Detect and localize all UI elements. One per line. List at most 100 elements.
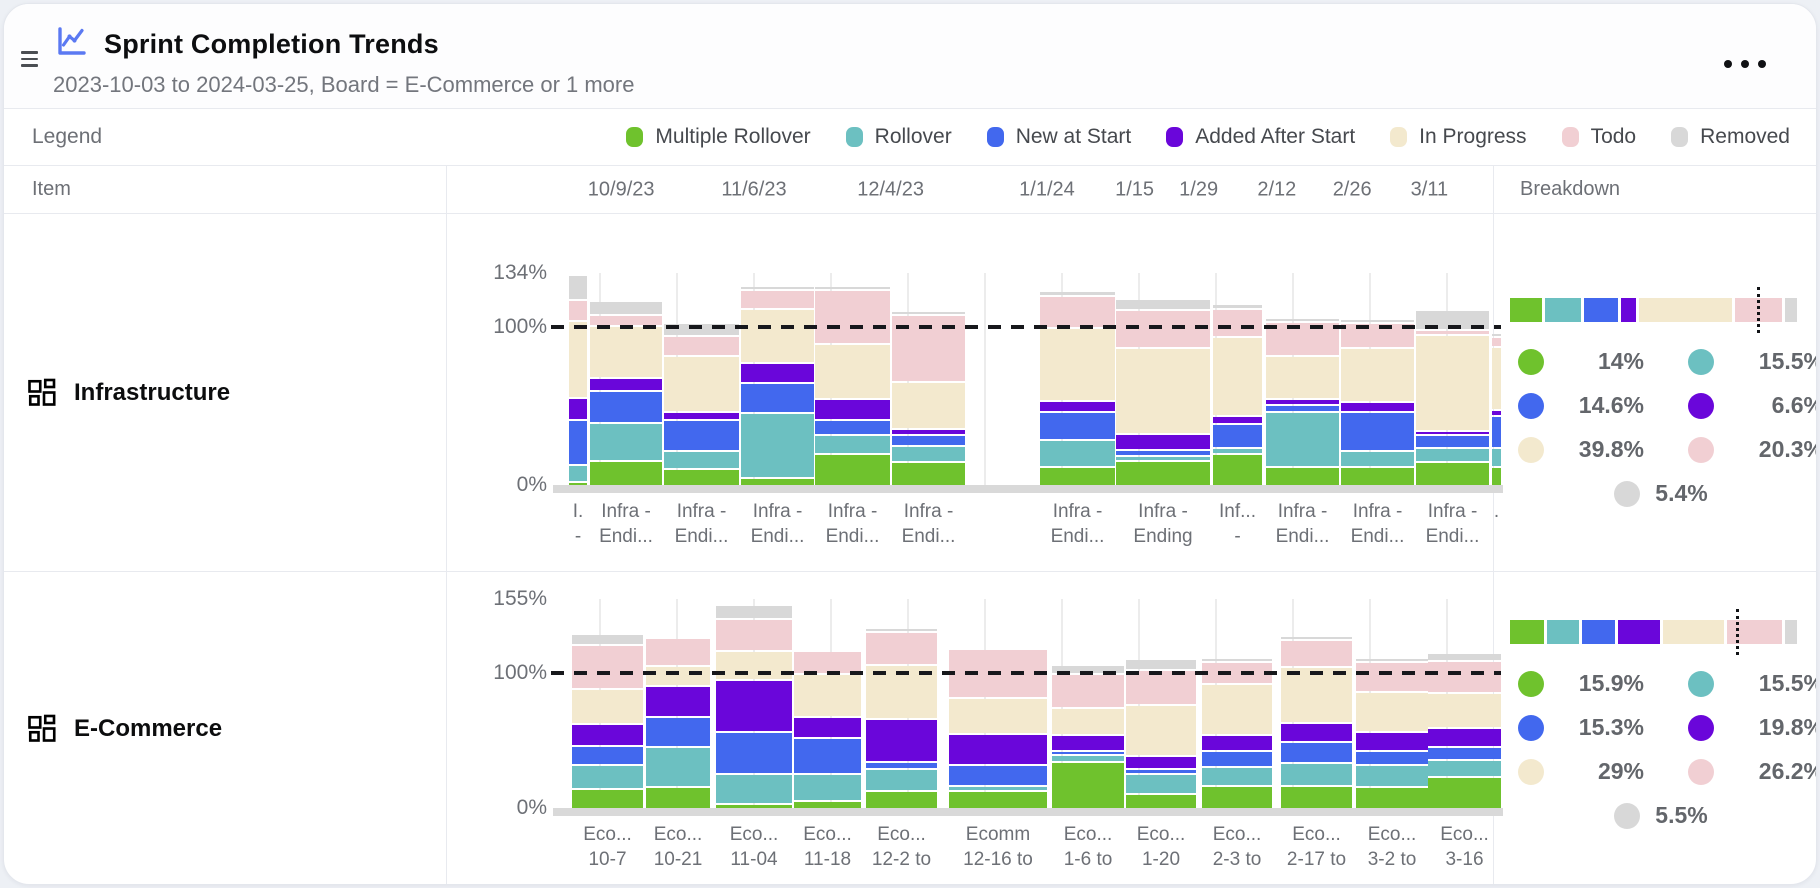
- bar-segment-new_at_start[interactable]: [1356, 752, 1428, 764]
- bar-segment-rollover[interactable]: [1116, 456, 1210, 460]
- bar-segment-multiple_rollover[interactable]: [572, 789, 643, 808]
- legend-item-multiple_rollover[interactable]: Multiple Rollover: [626, 125, 811, 149]
- bar-segment-added_after_start[interactable]: [1281, 723, 1352, 741]
- bar-segment-in_progress[interactable]: [815, 344, 890, 398]
- sprint-bar[interactable]: [572, 634, 643, 808]
- sprint-bar[interactable]: [866, 629, 937, 808]
- bar-segment-removed[interactable]: [1040, 292, 1115, 296]
- bar-segment-new_at_start[interactable]: [1052, 752, 1124, 755]
- bar-segment-multiple_rollover[interactable]: [1281, 787, 1352, 808]
- sprint-bar[interactable]: [794, 652, 861, 808]
- bar-segment-todo[interactable]: [866, 633, 937, 664]
- bar-segment-todo[interactable]: [590, 316, 662, 326]
- bar-segment-in_progress[interactable]: [1416, 335, 1489, 431]
- bar-segment-in_progress[interactable]: [1281, 668, 1352, 722]
- bar-segment-removed[interactable]: [815, 286, 890, 289]
- bar-segment-rollover[interactable]: [1341, 452, 1414, 467]
- sprint-bar[interactable]: [1341, 320, 1414, 485]
- bar-segment-added_after_start[interactable]: [949, 734, 1047, 764]
- legend-item-rollover[interactable]: Rollover: [845, 125, 952, 149]
- bar-segment-multiple_rollover[interactable]: [815, 455, 890, 485]
- bar-segment-added_after_start[interactable]: [572, 725, 643, 745]
- bar-segment-rollover[interactable]: [1416, 449, 1489, 462]
- legend-item-todo[interactable]: Todo: [1561, 125, 1636, 149]
- bar-segment-added_after_start[interactable]: [569, 399, 587, 420]
- sprint-bar[interactable]: [815, 286, 890, 485]
- bar-segment-added_after_start[interactable]: [1116, 434, 1210, 449]
- bar-segment-multiple_rollover[interactable]: [1116, 461, 1210, 485]
- bar-segment-todo[interactable]: [572, 645, 643, 689]
- bar-segment-new_at_start[interactable]: [794, 738, 861, 773]
- bar-segment-removed[interactable]: [1116, 300, 1210, 310]
- hamburger-menu-icon[interactable]: [21, 51, 38, 67]
- bar-segment-rollover[interactable]: [715, 774, 792, 803]
- bar-segment-added_after_start[interactable]: [646, 687, 710, 717]
- bar-segment-in_progress[interactable]: [572, 690, 643, 724]
- bar-segment-multiple_rollover[interactable]: [1266, 468, 1339, 485]
- bar-segment-rollover[interactable]: [794, 774, 861, 800]
- bar-segment-in_progress[interactable]: [1266, 357, 1339, 398]
- sprint-bar[interactable]: [1126, 660, 1196, 808]
- bar-segment-rollover[interactable]: [1213, 449, 1262, 454]
- bar-segment-multiple_rollover[interactable]: [1341, 468, 1414, 485]
- bar-segment-removed[interactable]: [590, 301, 662, 315]
- bar-segment-added_after_start[interactable]: [892, 430, 965, 435]
- bar-segment-removed[interactable]: [1266, 318, 1339, 321]
- bar-segment-todo[interactable]: [741, 290, 814, 308]
- bar-segment-multiple_rollover[interactable]: [1428, 777, 1501, 808]
- bar-segment-todo[interactable]: [815, 290, 890, 343]
- sprint-bar[interactable]: [741, 286, 814, 485]
- bar-segment-removed[interactable]: [1492, 334, 1501, 337]
- bar-segment-removed[interactable]: [741, 286, 814, 289]
- bar-segment-in_progress[interactable]: [1341, 349, 1414, 402]
- sprint-bar[interactable]: [1266, 318, 1339, 485]
- bar-segment-removed[interactable]: [1356, 659, 1428, 662]
- bar-segment-new_at_start[interactable]: [1266, 406, 1339, 411]
- sprint-bar[interactable]: [1416, 310, 1489, 485]
- bar-segment-removed[interactable]: [1428, 653, 1501, 660]
- sprint-bar[interactable]: [892, 312, 965, 485]
- bar-segment-new_at_start[interactable]: [1416, 436, 1489, 448]
- bar-segment-added_after_start[interactable]: [715, 680, 792, 732]
- bar-segment-rollover[interactable]: [815, 436, 890, 454]
- bar-segment-added_after_start[interactable]: [1356, 733, 1428, 751]
- sprint-bar[interactable]: [1281, 637, 1352, 808]
- bar-segment-new_at_start[interactable]: [1428, 748, 1501, 760]
- bar-segment-todo[interactable]: [664, 336, 739, 356]
- bar-segment-new_at_start[interactable]: [1492, 417, 1501, 448]
- bar-segment-new_at_start[interactable]: [664, 420, 739, 451]
- bar-segment-removed[interactable]: [569, 275, 587, 300]
- sprint-bar[interactable]: [1356, 659, 1428, 808]
- bar-segment-multiple_rollover[interactable]: [741, 479, 814, 485]
- sprint-bar[interactable]: [590, 301, 662, 485]
- bar-segment-in_progress[interactable]: [664, 357, 739, 411]
- bar-segment-removed[interactable]: [664, 324, 739, 335]
- bar-segment-todo[interactable]: [1428, 661, 1501, 693]
- bar-segment-rollover[interactable]: [572, 765, 643, 788]
- bar-segment-multiple_rollover[interactable]: [794, 801, 861, 808]
- bar-segment-in_progress[interactable]: [892, 382, 965, 429]
- bar-segment-added_after_start[interactable]: [1416, 432, 1489, 435]
- more-options-button[interactable]: [1718, 54, 1772, 74]
- bar-segment-new_at_start[interactable]: [1116, 450, 1210, 455]
- sprint-bar[interactable]: [646, 638, 710, 808]
- bar-segment-removed[interactable]: [866, 629, 937, 632]
- bar-segment-new_at_start[interactable]: [1040, 412, 1115, 440]
- bar-segment-removed[interactable]: [892, 312, 965, 315]
- sprint-bar[interactable]: [1213, 305, 1262, 485]
- sprint-bar[interactable]: [569, 275, 587, 485]
- bar-segment-todo[interactable]: [1341, 324, 1414, 348]
- bar-segment-new_at_start[interactable]: [1126, 769, 1196, 773]
- bar-segment-in_progress[interactable]: [1428, 694, 1501, 728]
- bar-segment-todo[interactable]: [646, 638, 710, 666]
- bar-segment-added_after_start[interactable]: [815, 400, 890, 419]
- bar-segment-new_at_start[interactable]: [569, 421, 587, 464]
- sprint-bar[interactable]: [1040, 292, 1115, 485]
- bar-segment-multiple_rollover[interactable]: [866, 792, 937, 808]
- bar-segment-rollover[interactable]: [892, 447, 965, 462]
- bar-segment-removed[interactable]: [1202, 659, 1272, 662]
- bar-segment-todo[interactable]: [1416, 331, 1489, 334]
- bar-segment-new_at_start[interactable]: [866, 762, 937, 768]
- bar-segment-todo[interactable]: [715, 619, 792, 651]
- bar-segment-new_at_start[interactable]: [1202, 752, 1272, 767]
